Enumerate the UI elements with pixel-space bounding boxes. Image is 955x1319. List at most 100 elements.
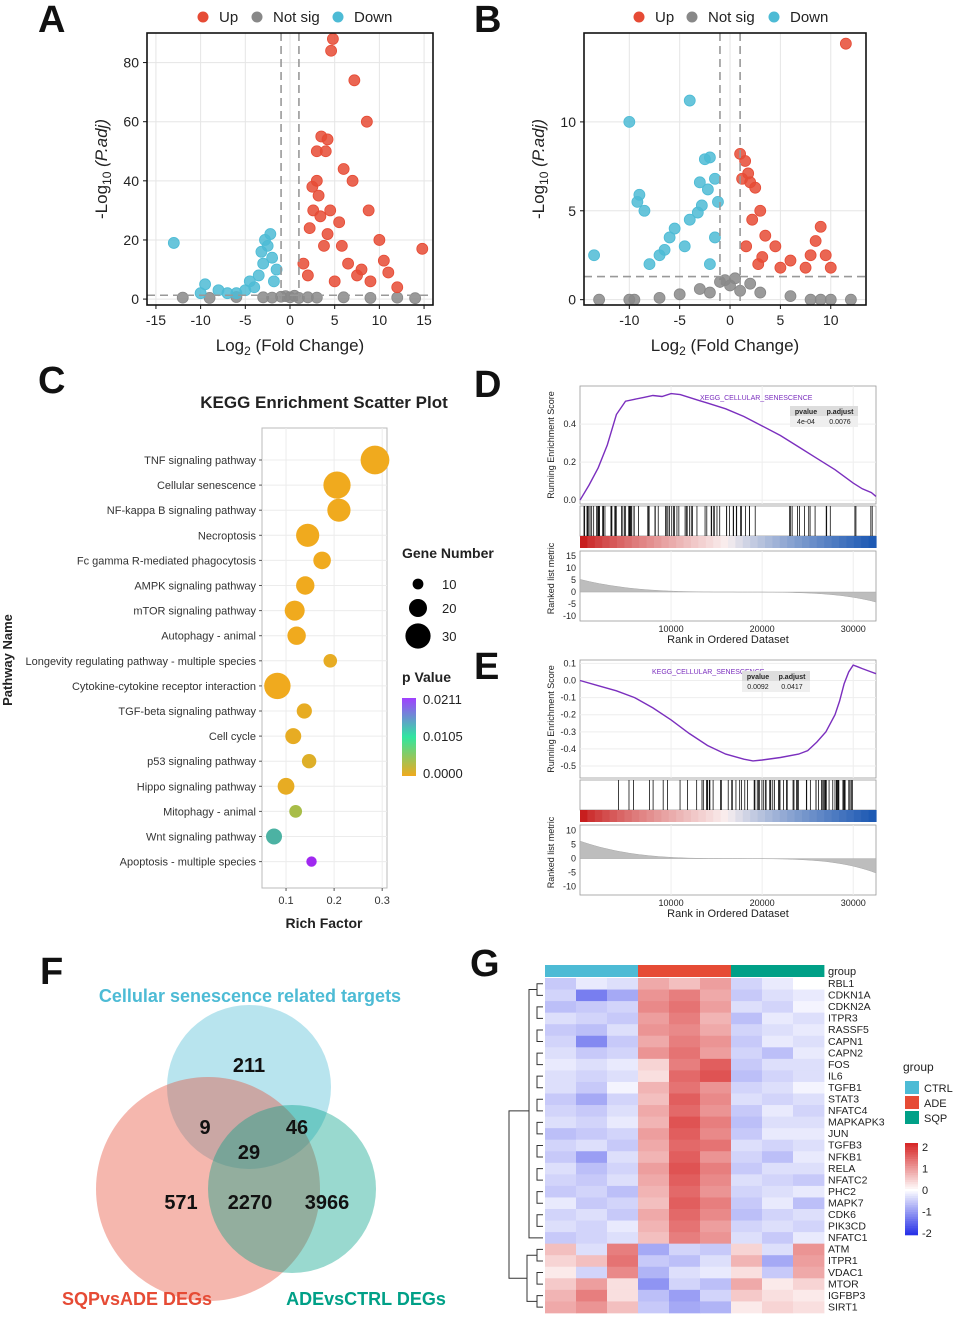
heatmap-cell (762, 1266, 794, 1279)
ranking-color-strip (646, 536, 655, 548)
x-tick-label: 0 (726, 312, 734, 328)
heatmap-cell (793, 1185, 825, 1198)
point-not-sig (266, 291, 279, 304)
heatmap-cell (576, 1209, 608, 1221)
venn-count-center: 29 (238, 1142, 260, 1164)
heatmap-cell (607, 1278, 639, 1291)
point-up (303, 222, 316, 235)
enrichment-point (287, 626, 306, 645)
y-tick-label: 20 (123, 232, 139, 248)
ranking-color-strip (794, 810, 803, 822)
point-up (318, 239, 330, 252)
heatmap-cell (762, 1058, 794, 1071)
ranked-metric-area (579, 579, 877, 603)
heatmap-cell (545, 1001, 577, 1014)
heatmap-cell (669, 1035, 701, 1048)
ranking-color-strip (846, 810, 855, 822)
heatmap-cell (545, 1185, 577, 1198)
color-scale-segment (905, 1223, 918, 1227)
heatmap-cell (793, 1128, 825, 1141)
heatmap-cell (793, 1266, 825, 1279)
color-scale-segment (905, 1225, 918, 1229)
table-value-pvalue: 0.0092 (747, 684, 769, 691)
point-down (268, 275, 280, 288)
venn-label-right: ADEvsCTRL DEGs (286, 1289, 446, 1309)
color-scale-label: -1 (922, 1207, 932, 1219)
ranking-color-strip (617, 536, 625, 548)
gene-label: SIRT1 (828, 1301, 858, 1313)
point-up (749, 181, 762, 194)
volcano-b-legend: Up Not sig Down (633, 9, 828, 26)
point-up (348, 74, 361, 87)
plot-border (583, 32, 867, 306)
point-down (693, 176, 706, 189)
heatmap-cell (638, 1035, 670, 1048)
panel-label-a: A (38, 0, 65, 41)
ranking-color-strip (802, 810, 810, 822)
color-legend-bar (402, 698, 416, 776)
group-legend-swatch (905, 1111, 919, 1124)
point-not-sig (844, 293, 857, 306)
point-up (739, 155, 752, 167)
heatmap-cell (607, 978, 639, 990)
pathway-label: TGF-beta signaling pathway (118, 706, 256, 718)
point-not-sig (176, 291, 189, 304)
color-scale-segment (905, 1159, 918, 1162)
heatmap-cell (545, 1162, 577, 1175)
gene-label: RELA (828, 1163, 855, 1175)
color-scale-segment (905, 1216, 918, 1220)
x-tick-label: 0 (286, 312, 294, 328)
ranking-color-strip (816, 536, 825, 548)
heatmap-cell (762, 1081, 794, 1094)
heatmap-cell (576, 1174, 608, 1187)
heatmap-cell (576, 1185, 608, 1198)
heatmap-cell (669, 1301, 701, 1314)
y-tick-label: 80 (123, 55, 139, 71)
x-tick-label: 10 (372, 312, 388, 328)
gene-label: IGFBP3 (828, 1290, 866, 1302)
heatmap-cell (576, 1116, 608, 1129)
heatmap-cell (638, 1266, 670, 1279)
point-up (312, 189, 325, 202)
gene-label: NFATC4 (828, 1105, 868, 1117)
pathway-label: Mitophagy - animal (163, 806, 256, 818)
heatmap-cell (793, 1232, 825, 1245)
color-scale-segment (905, 1232, 918, 1236)
color-scale-segment (905, 1205, 918, 1208)
color-scale-segment (905, 1193, 918, 1197)
heatmap-cell (545, 1035, 577, 1048)
point-up (382, 266, 395, 279)
size-legend-circle (412, 578, 424, 590)
x-axis-title: Log2 (Fold Change) (651, 336, 799, 358)
ranking-color-strip (809, 536, 818, 548)
gene-label: NFKB1 (828, 1151, 862, 1163)
heatmap-cell (669, 1185, 701, 1198)
heatmap-cell (762, 1289, 794, 1302)
ranking-color-strip (631, 536, 640, 548)
point-down (259, 234, 271, 246)
venn-count-right: 3966 (305, 1192, 350, 1214)
heatmap-cell (576, 1289, 608, 1302)
heatmap-cell (638, 1162, 670, 1175)
enrichment-point (289, 805, 303, 818)
ranking-color-strip (661, 810, 670, 822)
point-down (663, 231, 676, 244)
heatmap-cell (607, 1220, 639, 1233)
heatmap-cell (545, 989, 577, 1002)
point-up (752, 258, 765, 271)
point-up (325, 44, 338, 57)
heatmap-cell (669, 1243, 701, 1256)
heatmap-cell (607, 1174, 639, 1187)
heatmap-cell (700, 1209, 732, 1221)
enrichment-point (264, 672, 291, 700)
heatmap-cell (700, 1289, 732, 1302)
heatmap-cell (793, 1081, 825, 1094)
heatmap-cell (607, 1012, 639, 1025)
heatmap-cell (793, 1093, 825, 1106)
point-not-sig (391, 291, 404, 304)
heatmap-cell (607, 1139, 639, 1152)
heatmap-cell (669, 1058, 701, 1071)
gene-label: MAPK7 (828, 1197, 864, 1209)
point-up (759, 229, 772, 242)
venn-label-left: SQPvsADE DEGs (62, 1289, 212, 1309)
